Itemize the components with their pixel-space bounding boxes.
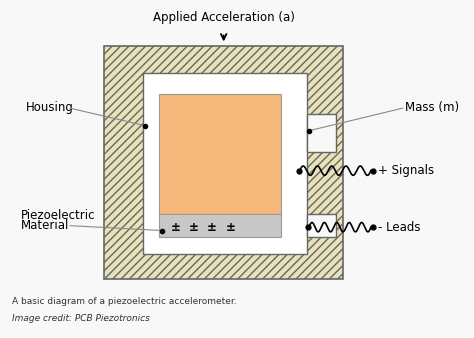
- Bar: [307, 114, 337, 152]
- Bar: [159, 94, 281, 214]
- Text: ±: ±: [189, 221, 199, 234]
- Bar: [307, 214, 337, 237]
- Bar: [143, 73, 307, 254]
- Text: - Leads: - Leads: [378, 221, 420, 234]
- Text: + Signals: + Signals: [378, 164, 434, 177]
- Text: ±: ±: [171, 221, 180, 234]
- Text: Image credit: PCB Piezotronics: Image credit: PCB Piezotronics: [12, 314, 150, 323]
- Text: ±: ±: [207, 221, 217, 234]
- Text: ±: ±: [226, 221, 236, 234]
- Text: Piezoelectric: Piezoelectric: [21, 209, 96, 222]
- Text: Mass (m): Mass (m): [405, 101, 460, 114]
- Text: A basic diagram of a piezoelectric accelerometer.: A basic diagram of a piezoelectric accel…: [12, 297, 237, 307]
- Text: Housing: Housing: [26, 101, 73, 114]
- Text: Applied Acceleration (a): Applied Acceleration (a): [153, 11, 295, 24]
- Bar: [159, 214, 281, 237]
- Bar: [104, 46, 343, 279]
- Text: Material: Material: [21, 219, 70, 232]
